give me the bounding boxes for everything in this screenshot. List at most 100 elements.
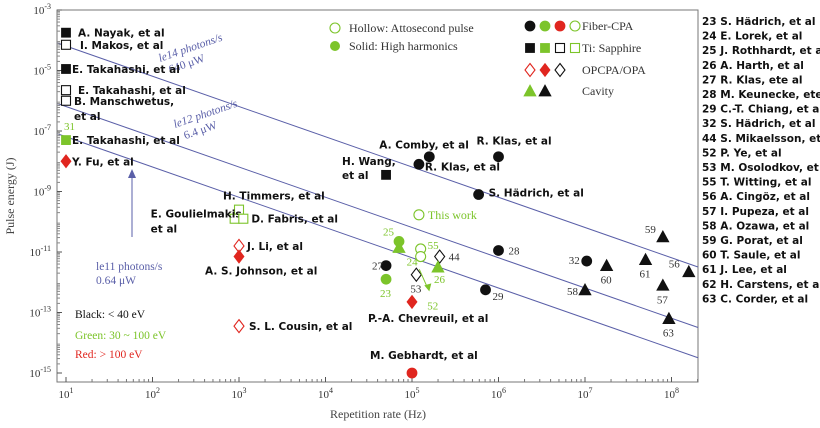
legend-solid-label: Solid: High harmonics: [349, 39, 458, 53]
photon-flux-line: [56, 42, 699, 268]
data-point: 24: [407, 250, 427, 269]
triangle-marker: [638, 252, 653, 265]
diamond-legend-icon: [539, 62, 551, 78]
triangle-marker: [578, 282, 592, 296]
reference-number: 63: [663, 328, 675, 340]
photon-flux-line: [56, 133, 699, 359]
data-point: 61: [638, 252, 653, 281]
diamond-marker: [60, 154, 72, 169]
triangle-marker: [656, 230, 670, 243]
data-point: E. Takahashi, et al: [60, 85, 186, 97]
triangle-marker: [599, 258, 614, 272]
square-marker: [60, 39, 72, 50]
y-tick-label: 10-13: [29, 305, 51, 320]
source-legend-label: Cavity: [582, 84, 614, 98]
point-label: S. Hädrich, et al: [489, 188, 584, 200]
data-point: 29: [480, 284, 505, 303]
data-point: [392, 240, 406, 253]
reference-number: 29: [493, 291, 505, 303]
photon-line-label: le11 photons/s 0.64 μW: [96, 261, 163, 287]
point-label: H. Timmers, et al: [223, 191, 325, 203]
diamond-legend-icon: [554, 62, 566, 78]
triangle-marker: [392, 240, 406, 253]
source-legend-label: Fiber-CPA: [582, 19, 634, 33]
data-point: 56: [669, 259, 696, 278]
power-text: 0.64 μW: [96, 275, 136, 287]
data-point: 23: [380, 273, 392, 300]
data-point: 32: [569, 255, 593, 267]
y-tick-label: 10-11: [30, 244, 51, 259]
point-label: E. Takahashi, et al: [78, 85, 186, 97]
triangle-marker: [662, 311, 676, 324]
data-point: 63: [662, 311, 676, 340]
data-point: M. Gebhardt, et al: [370, 350, 478, 379]
reference-number: 59: [645, 224, 657, 236]
data-point: 26: [431, 260, 445, 286]
point-label: H. Wang,: [342, 156, 396, 168]
data-point: 44: [433, 249, 461, 264]
reference-number: 52: [427, 300, 438, 312]
point-label: M. Gebhardt, et al: [370, 350, 478, 362]
point-label: E. Goulielmakis,: [151, 209, 246, 221]
data-point: B. Manschwetus, et al: [60, 95, 174, 123]
point-label: J. Li, et al: [246, 241, 303, 253]
point-label: P.-A. Chevreuil, et al: [368, 313, 488, 325]
diamond-marker: [406, 294, 418, 310]
circle-marker: [380, 273, 392, 285]
y-tick-label: 10-7: [33, 123, 51, 138]
data-point: D. Fabris, et al: [238, 213, 338, 226]
circle-marker: [493, 151, 504, 163]
data-point: 53: [410, 267, 423, 296]
data-point: 58: [567, 282, 592, 298]
data-point: R. Klas, et al: [477, 136, 552, 163]
y-tick-label: 10-3: [33, 2, 51, 17]
y-axis-label: Pulse energy (J): [3, 157, 17, 234]
energy-color-legend: Green: 30 ~ 100 eV: [75, 330, 167, 342]
data-point: R. Klas, et al: [413, 158, 500, 173]
triangle-marker: [656, 278, 670, 291]
x-tick-label: 108: [664, 386, 679, 401]
data-point: 57: [656, 278, 670, 306]
circle-marker: [380, 260, 392, 272]
square-legend-icon: [525, 43, 535, 53]
data-point: E. Goulielmakis, et al: [151, 209, 246, 236]
data-point: Y. Fu, et al: [60, 154, 134, 169]
arrow-marker-icon: [424, 283, 432, 292]
reference-entry: 57 I. Pupeza, et al: [702, 206, 809, 218]
reference-number: 44: [449, 252, 461, 264]
photon-rate-text: le11 photons/s: [96, 261, 163, 273]
reference-number: 25: [383, 226, 395, 238]
data-point: A. Comby, et al: [379, 140, 469, 163]
arrow-head-icon: [128, 169, 136, 178]
legend-hollow-label: Hollow: Attosecond pulse: [349, 21, 474, 35]
square-marker: [60, 85, 72, 96]
source-legend-item: OPCPA/OPA: [524, 62, 646, 78]
reference-entry: 24 E. Lorek, et al: [702, 31, 802, 43]
reference-number: 58: [567, 286, 579, 298]
data-point: 60: [599, 258, 614, 287]
x-tick-label: 106: [491, 386, 506, 401]
data-point: E. Takahashi, et al 31: [61, 121, 180, 147]
reference-number: 23: [380, 288, 392, 300]
point-label: E. Takahashi, et al: [72, 64, 180, 76]
point-label: E. Takahashi, et al: [72, 135, 180, 147]
x-tick-label: 104: [318, 386, 333, 401]
photon-flux-line: [56, 102, 699, 328]
reference-entry: 56 A. Cingöz, et al: [702, 191, 810, 203]
data-point: P.-A. Chevreuil, et al: [368, 294, 488, 325]
circle-legend-icon: [524, 20, 536, 32]
data-point: A. S. Johnson, et al: [205, 249, 317, 278]
data-point: A. Nayak, et al: [61, 28, 165, 40]
circle-marker: [406, 367, 418, 379]
source-legend-label: Ti: Sapphire: [582, 41, 641, 55]
triangle-marker: [682, 264, 696, 278]
hollow-legend-icon: [329, 22, 341, 34]
circle-marker: [480, 284, 491, 296]
point-label: R. Klas, et al: [477, 136, 552, 148]
reference-entry: 58 A. Ozawa, et al: [702, 220, 809, 232]
reference-number: 53: [410, 284, 422, 296]
data-point: 52: [418, 269, 438, 312]
point-label: et al: [151, 224, 177, 236]
reference-entry: 63 C. Corder, et al: [702, 293, 808, 305]
